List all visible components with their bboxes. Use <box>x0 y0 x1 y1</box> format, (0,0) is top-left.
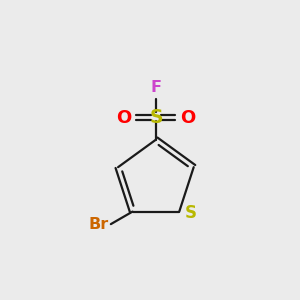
Text: F: F <box>150 80 161 95</box>
Text: O: O <box>180 109 196 127</box>
Text: Br: Br <box>88 217 109 232</box>
Text: O: O <box>116 109 131 127</box>
Text: S: S <box>185 204 197 222</box>
Text: S: S <box>149 108 163 127</box>
